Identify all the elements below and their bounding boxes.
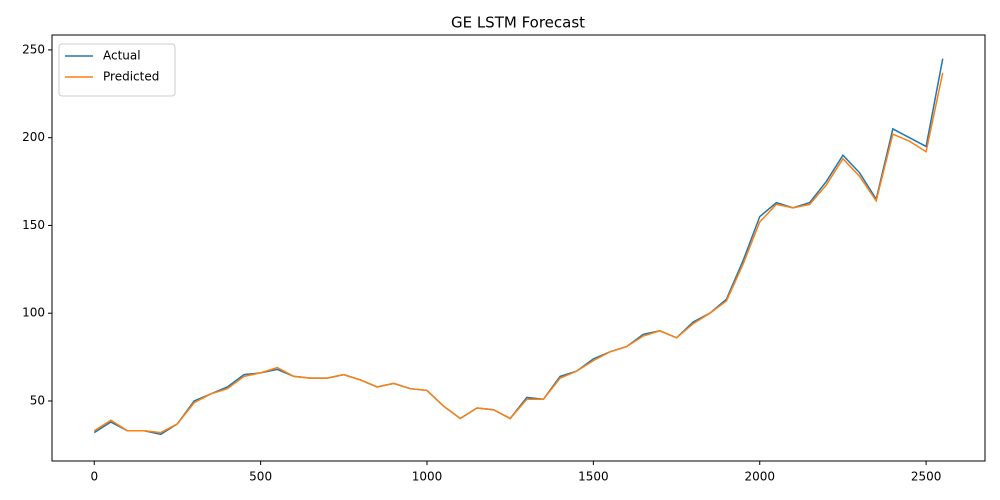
x-tick-label: 2000 — [744, 470, 775, 484]
x-tick-label: 2500 — [911, 470, 942, 484]
chart-title: GE LSTM Forecast — [451, 14, 585, 32]
line-series — [93, 58, 944, 436]
legend-box — [58, 43, 176, 97]
x-tick-label: 1000 — [412, 470, 443, 484]
y-tick-label: 50 — [30, 393, 45, 407]
x-tick-label: 1500 — [578, 470, 609, 484]
line-series — [93, 72, 944, 434]
x-tick-label: 0 — [90, 470, 98, 484]
y-tick-label: 200 — [22, 130, 45, 144]
legend-label: Actual — [103, 49, 141, 63]
y-tick-label: 250 — [22, 42, 45, 56]
y-tick-label: 100 — [22, 306, 45, 320]
x-tick-label: 500 — [249, 470, 272, 484]
axes-frame — [51, 34, 986, 462]
legend-label: Predicted — [103, 70, 159, 84]
y-tick-label: 150 — [22, 218, 45, 232]
plot-area — [93, 58, 944, 436]
